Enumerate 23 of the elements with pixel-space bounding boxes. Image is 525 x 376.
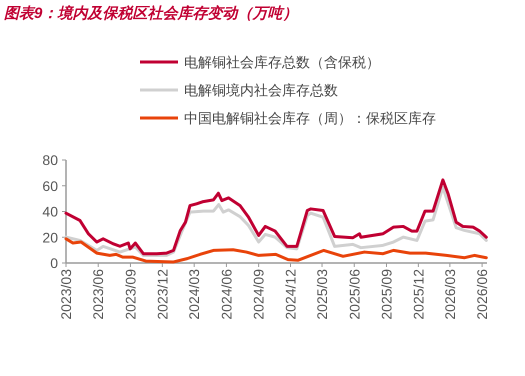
ytick: 0	[50, 255, 58, 271]
xtick: 2026/03	[442, 269, 458, 320]
legend-label: 电解铜境内社会库存总数	[184, 82, 338, 98]
xtick: 2024/06	[218, 269, 234, 320]
ytick: 40	[42, 204, 58, 220]
xtick: 2025/09	[378, 269, 394, 320]
legend-label: 电解铜社会库存总数（含保税）	[184, 54, 380, 70]
ytick: 20	[42, 229, 58, 246]
legend-label: 中国电解铜社会库存（周）：保税区库存	[184, 110, 436, 126]
xtick: 2023/03	[58, 269, 74, 320]
ytick: 60	[42, 178, 58, 194]
xtick: 2024/09	[250, 269, 267, 320]
xtick: 2023/09	[122, 269, 138, 320]
xtick: 2025/12	[410, 269, 426, 320]
xtick: 2025/06	[346, 269, 362, 320]
xtick: 2025/03	[314, 269, 330, 320]
xtick: 2026/06	[474, 269, 490, 320]
xtick: 2024/03	[186, 269, 202, 320]
xtick: 2023/12	[154, 269, 170, 320]
ytick: 80	[42, 152, 58, 168]
title: 图表9：境内及保税区社会库存变动（万吨）	[4, 5, 298, 22]
xtick: 2024/12	[282, 269, 298, 320]
xtick: 2023/06	[90, 269, 106, 320]
